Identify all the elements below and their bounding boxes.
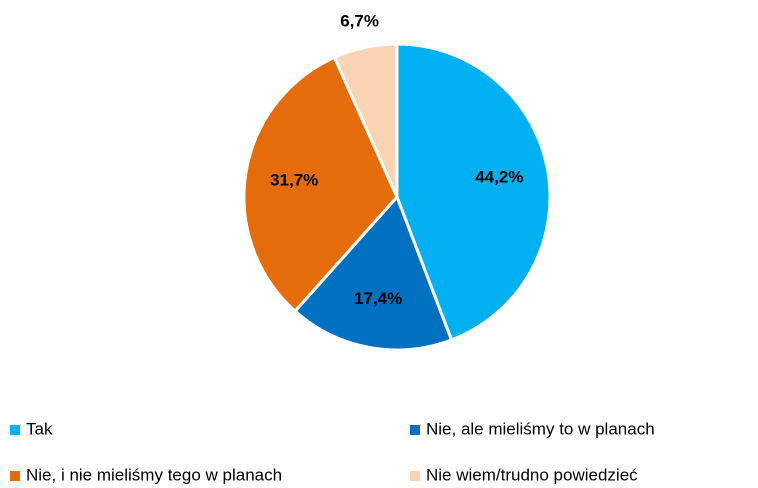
pie-slice [242, 55, 399, 314]
pie-slice [395, 42, 552, 342]
data-label: 17,4% [354, 289, 402, 308]
pie-slice [292, 194, 454, 352]
legend-label: Tak [26, 419, 53, 438]
pie-slice [332, 42, 399, 198]
legend-swatch [410, 471, 420, 481]
legend-swatch [10, 471, 20, 481]
legend-label: Nie, ale mieliśmy to w planach [426, 419, 655, 438]
legend-label: Nie, i nie mieliśmy tego w planach [26, 465, 282, 484]
data-label: 6,7% [340, 11, 379, 30]
data-label: 31,7% [270, 171, 318, 190]
legend-swatch [410, 425, 420, 435]
legend-swatch [10, 425, 20, 435]
data-label: 44,2% [475, 168, 523, 187]
legend-label: Nie wiem/trudno powiedzieć [426, 465, 638, 484]
